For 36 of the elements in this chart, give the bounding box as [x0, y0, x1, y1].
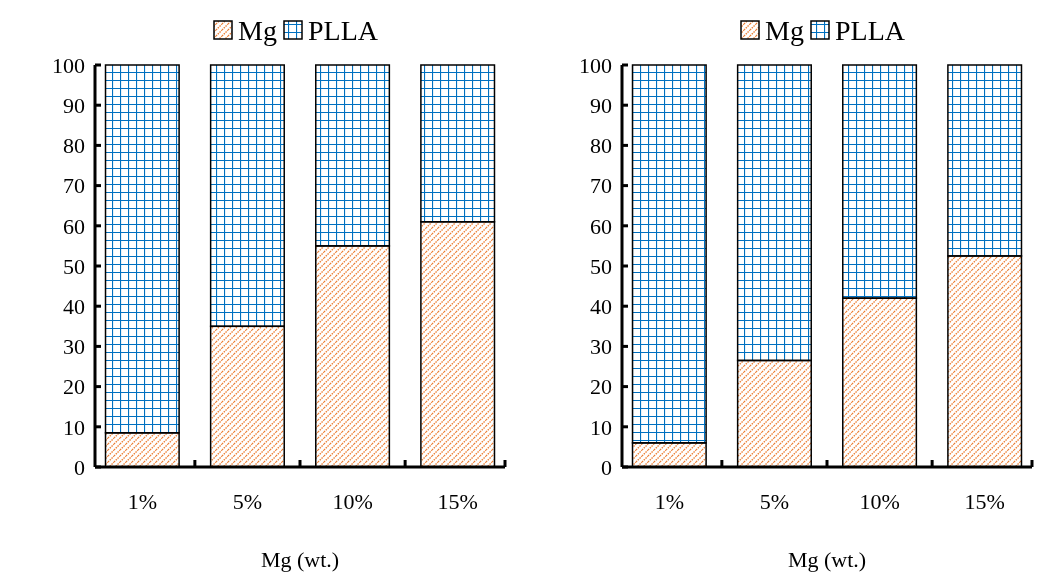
y-tick-label: 100 [52, 52, 85, 78]
y-tick-label: 60 [63, 213, 85, 239]
y-tick-label: 10 [590, 414, 612, 440]
y-tick-label: 90 [63, 92, 85, 118]
y-tick-label: 50 [590, 253, 612, 279]
x-tick-label: 5% [759, 489, 790, 514]
y-tick-label: 80 [590, 133, 612, 159]
legend-label: PLLA [835, 14, 906, 46]
x-tick-label: 5% [232, 489, 263, 514]
x-tick-label: 15% [437, 489, 478, 514]
x-tick-label: 1% [654, 489, 684, 514]
x-axis-title: Mg (wt.) [260, 547, 340, 572]
y-tick-label: 30 [590, 334, 612, 360]
y-tick-label: 20 [63, 374, 85, 400]
x-tick-label: 15% [964, 489, 1005, 514]
x-tick-label: 10% [332, 489, 373, 514]
y-tick-label: 80 [63, 133, 85, 159]
x-axis-title: Mg (wt.) [787, 547, 867, 572]
y-tick-label: 10 [63, 414, 85, 440]
y-tick-label: 60 [590, 213, 612, 239]
y-tick-label: 70 [590, 173, 612, 199]
y-tick-label: 100 [579, 52, 612, 78]
y-tick-label: 30 [63, 334, 85, 360]
y-tick-label: 40 [590, 293, 612, 319]
y-tick-label: 0 [601, 454, 612, 480]
x-tick-label: 10% [859, 489, 900, 514]
y-tick-label: 0 [74, 454, 85, 480]
y-tick-label: 70 [63, 173, 85, 199]
y-tick-label: 90 [590, 92, 612, 118]
legend-label: Mg [765, 14, 804, 46]
y-tick-label: 50 [63, 253, 85, 279]
y-tick-label: 20 [590, 374, 612, 400]
x-tick-label: 1% [127, 489, 157, 514]
y-tick-label: 40 [63, 293, 85, 319]
legend-label: PLLA [308, 14, 379, 46]
legend-label: Mg [238, 14, 277, 46]
